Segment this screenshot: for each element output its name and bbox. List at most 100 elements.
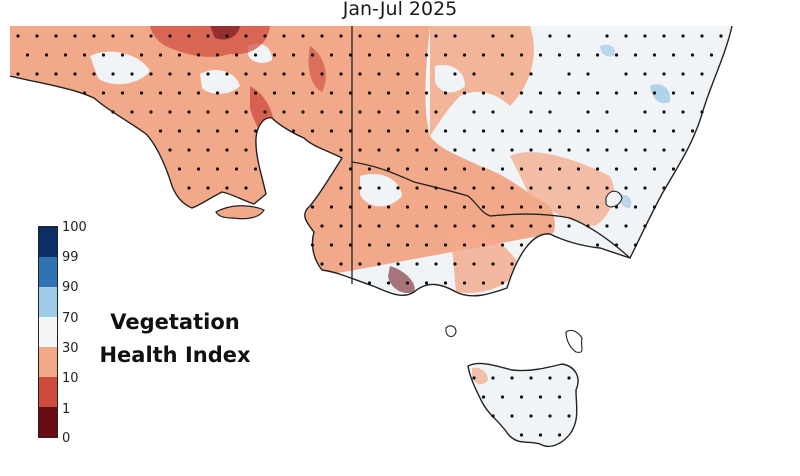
stipple-dot	[282, 110, 286, 114]
stipple-dot	[329, 91, 334, 95]
stipple-dot	[405, 129, 410, 133]
stipple-dot	[244, 148, 248, 152]
stipple-dot	[225, 34, 229, 38]
stipple-dot	[130, 34, 134, 38]
stipple-dot	[633, 167, 638, 171]
stipple-dot	[206, 72, 210, 76]
stipple-dot	[187, 34, 191, 38]
stipple-dot	[586, 224, 590, 228]
stipple-dot	[244, 186, 248, 190]
legend-tick-90: 90	[62, 280, 79, 295]
stipple-dot	[472, 376, 476, 380]
stipple-dot	[624, 186, 628, 190]
stipple-dot	[263, 72, 267, 76]
stipple-dot	[196, 53, 201, 57]
stipple-dot	[367, 91, 372, 95]
stipple-dot	[510, 72, 514, 76]
stipple-dot	[586, 148, 590, 152]
stipple-dot	[605, 148, 609, 152]
stipple-dot	[120, 53, 125, 57]
stipple-dot	[519, 205, 524, 209]
kangaroo-island	[215, 205, 265, 220]
stipple-dot	[25, 53, 30, 57]
stipple-dot	[225, 110, 229, 114]
legend-title-line2: Health Index	[99, 343, 251, 367]
stipple-dot	[624, 148, 628, 152]
stipple-dot	[586, 110, 590, 114]
legend-title-line1: Vegetation	[110, 310, 240, 334]
stipple-dot	[168, 34, 172, 38]
legend-tick-100: 100	[62, 220, 87, 235]
stipple-dot	[377, 186, 381, 190]
stipple-dot	[120, 91, 125, 95]
stipple-dot	[557, 395, 562, 399]
legend-tick-1: 1	[62, 402, 71, 417]
stipple-dot	[681, 148, 685, 152]
stipple-dot	[462, 167, 467, 171]
stipple-dot	[643, 72, 647, 76]
stipple-dot	[111, 72, 115, 76]
stipple-dot	[538, 53, 543, 57]
stipple-dot	[244, 72, 248, 76]
stipple-dot	[443, 91, 448, 95]
stipple-dot	[643, 186, 647, 190]
stipple-dot	[339, 262, 343, 266]
stipple-dot	[443, 205, 448, 209]
stipple-dot	[652, 91, 657, 95]
stipple-dot	[35, 72, 39, 76]
stipple-dot	[491, 148, 495, 152]
stipple-dot	[548, 224, 552, 228]
stipple-dot	[73, 72, 77, 76]
stipple-dot	[500, 167, 505, 171]
stipple-dot	[16, 72, 20, 76]
stipple-dot	[310, 205, 315, 209]
stipple-dot	[348, 167, 353, 171]
stipple-dot	[377, 224, 381, 228]
stipple-dot	[424, 91, 429, 95]
stipple-dot	[481, 205, 486, 209]
stipple-dot	[652, 53, 657, 57]
stipple-dot	[415, 34, 419, 38]
stipple-dot	[481, 395, 486, 399]
stipple-dot	[500, 205, 505, 209]
stipple-dot	[472, 262, 476, 266]
coastal-lake	[605, 190, 623, 208]
stipple-dot	[614, 91, 619, 95]
stipple-dot	[434, 224, 438, 228]
stipple-dot	[215, 129, 220, 133]
stipple-dot	[348, 243, 353, 247]
stipple-dot	[576, 91, 581, 95]
stipple-dot	[595, 91, 600, 95]
stipple-dot	[130, 110, 134, 114]
stipple-dot	[557, 167, 562, 171]
legend-tick-99: 99	[62, 250, 79, 265]
stipple-dot	[462, 205, 467, 209]
stipple-dot	[557, 53, 562, 57]
stipple-dot	[481, 91, 486, 95]
stipple-dot	[519, 129, 524, 133]
stipple-dot	[253, 53, 258, 57]
stipple-dot	[405, 205, 410, 209]
stipple-dot	[548, 414, 552, 418]
stipple-dot	[567, 148, 571, 152]
stipple-dot	[510, 224, 514, 228]
stipple-dot	[557, 205, 562, 209]
stipple-dot	[624, 224, 628, 228]
stipple-dot	[92, 72, 96, 76]
stipple-dot	[158, 129, 163, 133]
stipple-dot	[500, 91, 505, 95]
stipple-dot	[415, 110, 419, 114]
stipple-dot	[177, 167, 182, 171]
stipple-dot	[386, 53, 391, 57]
stipple-dot	[396, 262, 400, 266]
stipple-dot	[396, 224, 400, 228]
stipple-dot	[453, 72, 457, 76]
stipple-dot	[367, 129, 372, 133]
stipple-dot	[690, 53, 695, 57]
stipple-dot	[491, 110, 495, 114]
stipple-dot	[291, 129, 296, 133]
stipple-dot	[168, 148, 172, 152]
stipple-dot	[377, 34, 381, 38]
stipple-dot	[434, 262, 438, 266]
stipple-dot	[700, 110, 704, 114]
